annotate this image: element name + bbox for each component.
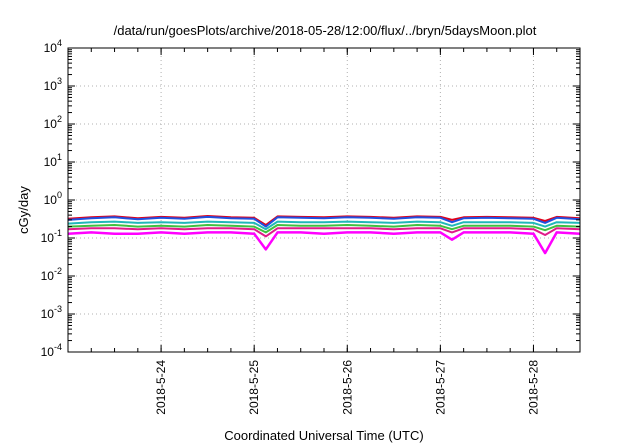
y-tick-label: 101 [44,152,62,169]
y-tick-label: 102 [44,114,62,131]
series-line [67,220,581,231]
y-tick-label: 10-3 [41,304,62,321]
x-tick-labels: 2018-5-24 2018-5-25 2018-5-26 2018-5-27 2018… [154,360,540,415]
y-axis-label: cGy/day [16,186,31,234]
series-line [67,227,581,238]
x-tick-label: 2018-5-24 [154,360,168,415]
y-tick-labels: 10-4 10-3 10-2 10-1 100 101 102 103 104 [41,38,62,359]
x-axis-label: Coordinated Universal Time (UTC) [224,428,423,443]
x-tick-label: 2018-5-25 [247,360,261,415]
series-line [67,224,581,234]
x-tick-label: 2018-5-26 [340,360,354,415]
y-tick-label: 10-4 [41,342,62,359]
x-tick-label: 2018-5-28 [526,360,540,415]
chart-title: /data/run/goesPlots/archive/2018-05-28/1… [114,23,537,38]
y-tick-label: 10-1 [41,228,62,245]
y-tick-label: 10-2 [41,266,62,283]
series-layer [67,215,581,255]
ticks [67,47,581,353]
series-line [67,231,581,255]
y-tick-label: 103 [44,76,62,93]
y-tick-label: 104 [44,38,62,55]
grid [68,48,580,352]
y-tick-label: 100 [44,190,62,207]
series-line [67,215,581,228]
x-tick-label: 2018-5-27 [433,360,447,415]
